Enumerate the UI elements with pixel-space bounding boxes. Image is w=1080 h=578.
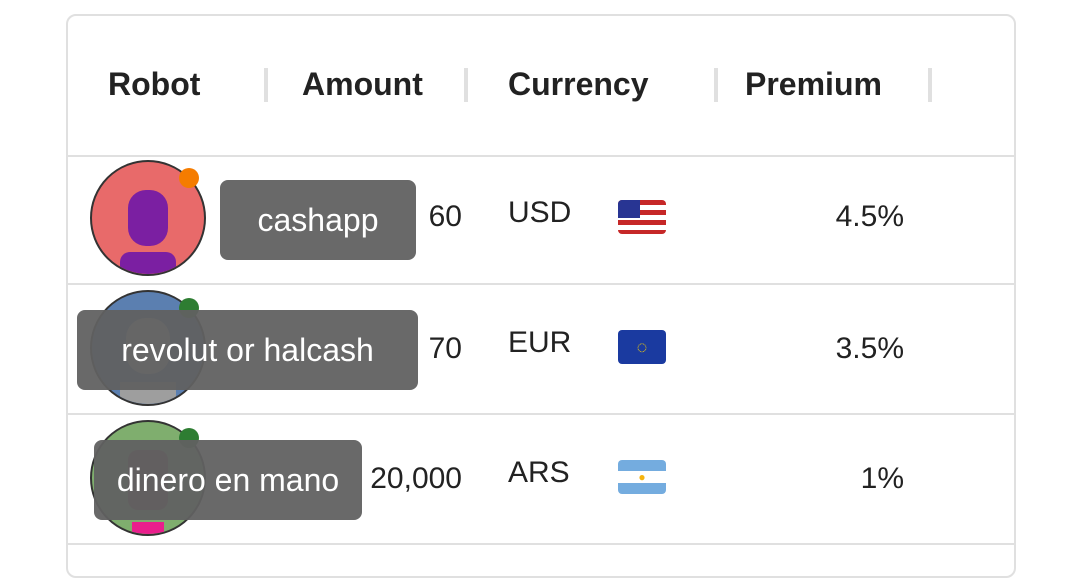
status-dot [179, 168, 199, 188]
column-header-amount[interactable]: Amount [302, 66, 423, 102]
payment-method-tooltip: cashapp [220, 180, 416, 260]
amount: 70 [428, 332, 462, 365]
column-header-robot[interactable]: Robot [108, 66, 201, 102]
amount: 60 [428, 200, 462, 233]
payment-method-tooltip: revolut or halcash [77, 310, 418, 390]
currency: EUR [508, 326, 572, 359]
column-header-currency[interactable]: Currency [508, 66, 649, 102]
robot-icon [128, 190, 168, 246]
premium: 4.5% [835, 200, 904, 233]
column-separator[interactable] [714, 68, 718, 102]
premium: 3.5% [835, 332, 904, 365]
divider [68, 413, 1014, 415]
payment-method-tooltip: dinero en mano [94, 440, 362, 520]
column-separator[interactable] [264, 68, 268, 102]
divider [68, 155, 1014, 157]
ar-flag-icon: ● [618, 460, 666, 494]
amount: 20,000 [370, 462, 462, 495]
divider [68, 543, 1014, 545]
us-flag-icon [618, 200, 666, 234]
currency: ARS [508, 456, 570, 489]
premium: 1% [860, 462, 904, 495]
column-header-premium[interactable]: Premium [745, 66, 882, 102]
divider [68, 283, 1014, 285]
currency: USD [508, 196, 572, 229]
column-separator[interactable] [928, 68, 932, 102]
eu-flag-icon: ◌ [618, 330, 666, 364]
column-separator[interactable] [464, 68, 468, 102]
robot-avatar [90, 160, 206, 276]
